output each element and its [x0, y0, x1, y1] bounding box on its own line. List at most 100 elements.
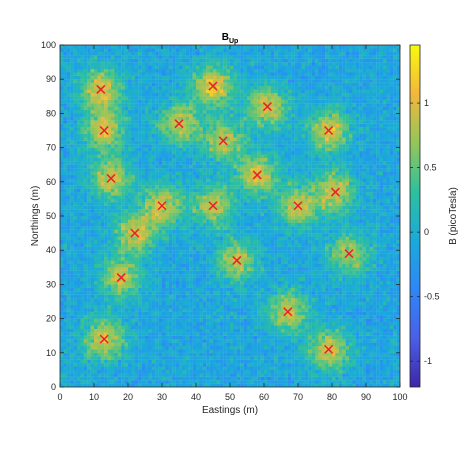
heatmap-cell	[372, 369, 377, 374]
heatmap-cell	[114, 263, 118, 268]
heatmap-cell	[202, 233, 207, 237]
heatmap-cell	[175, 284, 180, 288]
heatmap-cell	[294, 274, 299, 278]
heatmap-cell	[138, 280, 142, 285]
heatmap-cell	[270, 342, 275, 347]
heatmap-cell	[165, 318, 169, 323]
heatmap-cell	[291, 301, 295, 306]
heatmap-cell	[230, 383, 234, 387]
heatmap-cell	[185, 318, 190, 323]
heatmap-cell	[196, 263, 200, 268]
heatmap-cell	[131, 246, 135, 251]
heatmap-cell	[345, 325, 350, 330]
heatmap-cell	[196, 284, 200, 288]
heatmap-cell	[257, 246, 261, 251]
heatmap-cell	[311, 222, 316, 227]
heatmap-cell	[396, 253, 400, 258]
heatmap-cell	[372, 339, 377, 343]
heatmap-cell	[131, 291, 135, 295]
heatmap-cell	[287, 229, 292, 234]
heatmap-cell	[338, 233, 343, 237]
heatmap-cell	[376, 380, 380, 384]
heatmap-cell	[338, 359, 343, 364]
heatmap-cell	[284, 339, 288, 343]
heatmap-cell	[332, 219, 336, 223]
heatmap-cell	[100, 380, 105, 384]
heatmap-cell	[189, 260, 193, 265]
heatmap-cell	[294, 356, 299, 360]
heatmap-cell	[298, 219, 302, 223]
heatmap-cell	[87, 342, 91, 347]
heatmap-cell	[111, 219, 115, 223]
heatmap-cell	[60, 349, 64, 353]
heatmap-cell	[73, 216, 78, 220]
heatmap-cell	[141, 380, 146, 384]
heatmap-cell	[70, 216, 74, 220]
heatmap-cell	[175, 250, 180, 254]
heatmap-cell	[332, 260, 336, 265]
heatmap-cell	[383, 311, 387, 316]
heatmap-cell	[182, 315, 186, 319]
heatmap-cell	[240, 267, 244, 271]
heatmap-cell	[216, 270, 220, 275]
heatmap-cell	[148, 318, 152, 323]
heatmap-cell	[233, 294, 237, 299]
heatmap-cell	[362, 369, 367, 374]
heatmap-cell	[247, 369, 251, 374]
heatmap-cell	[230, 270, 234, 275]
heatmap-cell	[223, 376, 227, 381]
heatmap-cell	[121, 332, 125, 336]
heatmap-cell	[90, 219, 95, 223]
heatmap-cell	[301, 352, 305, 357]
heatmap-cell	[247, 226, 251, 230]
heatmap-cell	[376, 383, 380, 387]
heatmap-cell	[298, 380, 302, 384]
heatmap-cell	[134, 332, 139, 336]
heatmap-cell	[148, 332, 152, 336]
heatmap-cell	[264, 277, 268, 282]
heatmap-cell	[257, 284, 261, 288]
heatmap-cell	[321, 216, 326, 220]
heatmap-cell	[148, 298, 152, 302]
heatmap-cell	[253, 322, 258, 326]
heatmap-cell	[318, 294, 322, 299]
heatmap-cell	[155, 322, 159, 326]
heatmap-cell	[199, 298, 203, 302]
heatmap-cell	[230, 284, 234, 288]
heatmap-cell	[73, 376, 78, 381]
heatmap-cell	[270, 229, 275, 234]
heatmap-cell	[70, 270, 74, 275]
heatmap-cell	[80, 359, 84, 364]
heatmap-cell	[219, 294, 224, 299]
heatmap-cell	[383, 229, 387, 234]
heatmap-cell	[359, 294, 363, 299]
heatmap-cell	[151, 260, 156, 265]
heatmap-cell	[366, 304, 370, 309]
heatmap-cell	[155, 308, 159, 312]
heatmap-cell	[107, 339, 112, 343]
heatmap-cell	[379, 322, 384, 326]
heatmap-cell	[213, 263, 217, 268]
heatmap-cell	[362, 315, 367, 319]
heatmap-cell	[257, 359, 261, 364]
heatmap-cell	[260, 318, 265, 323]
heatmap-cell	[172, 359, 176, 364]
heatmap-cell	[240, 373, 244, 377]
heatmap-cell	[138, 380, 142, 384]
heatmap-cell	[393, 373, 397, 377]
heatmap-cell	[318, 267, 322, 271]
heatmap-cell	[158, 243, 163, 247]
heatmap-cell	[267, 373, 271, 377]
heatmap-cell	[250, 267, 254, 271]
heatmap-cell	[352, 308, 356, 312]
heatmap-cell	[60, 257, 64, 261]
heatmap-cell	[250, 291, 254, 295]
heatmap-cell	[352, 236, 356, 241]
heatmap-cell	[236, 363, 241, 367]
heatmap-cell	[80, 366, 84, 371]
heatmap-cell	[233, 345, 237, 350]
heatmap-cell	[213, 219, 217, 223]
heatmap-cell	[77, 373, 81, 377]
heatmap-cell	[298, 311, 302, 316]
heatmap-cell	[396, 363, 400, 367]
